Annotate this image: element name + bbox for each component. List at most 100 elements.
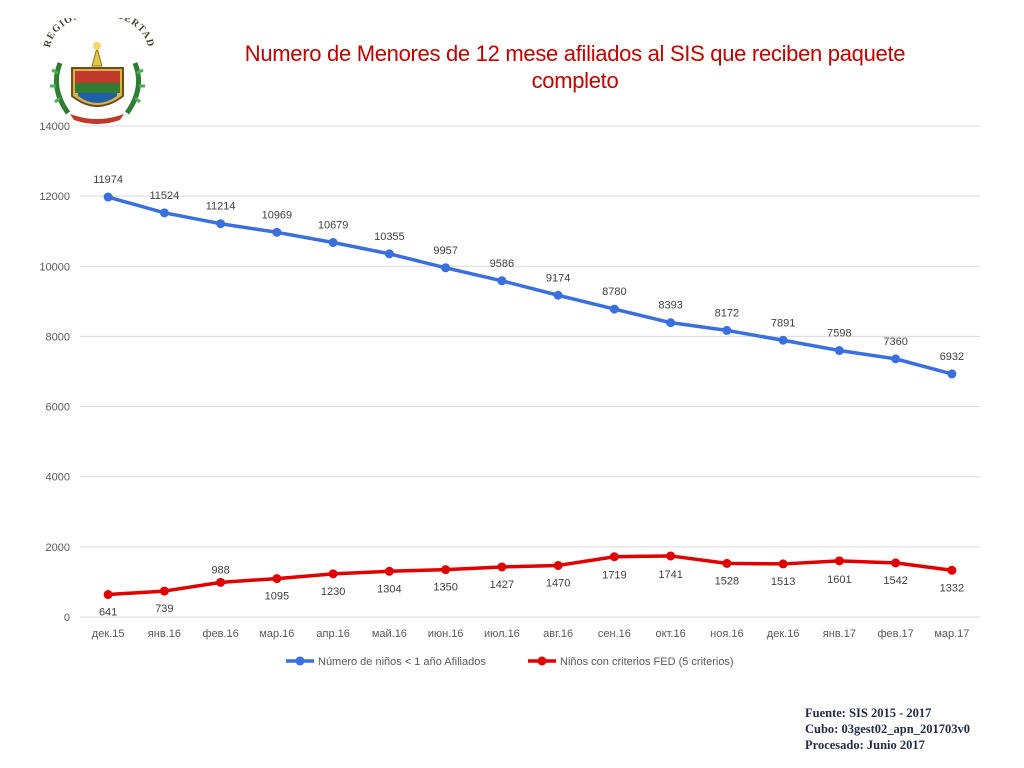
- data-label: 9586: [490, 258, 514, 270]
- y-tick-label: 2000: [46, 542, 70, 554]
- legend-item: Número de niños < 1 año Afiliados: [286, 656, 486, 668]
- series-line: [107, 195, 953, 376]
- data-point: [441, 263, 451, 273]
- legend-swatch-marker: [537, 656, 547, 666]
- legend-label: Número de niños < 1 año Afiliados: [318, 656, 486, 668]
- data-point: [666, 318, 676, 328]
- source-line-fuente: Fuente: SIS 2015 - 2017: [805, 706, 932, 720]
- y-tick-label: 8000: [46, 331, 70, 343]
- x-tick-label: дек.15: [92, 628, 125, 640]
- data-point: [103, 192, 113, 202]
- data-point: [384, 249, 394, 259]
- series-line: [108, 554, 953, 597]
- x-tick-label: июн.16: [428, 628, 464, 640]
- source-line-procesado: Procesado: Junio 2017: [805, 738, 925, 752]
- data-point: [778, 559, 788, 569]
- x-tick-label: мар.16: [259, 628, 294, 640]
- x-tick-label: апр.16: [316, 628, 349, 640]
- x-tick-label: фев.16: [202, 628, 238, 640]
- data-point: [722, 558, 732, 568]
- data-label: 739: [155, 603, 173, 615]
- data-point: [497, 562, 507, 572]
- data-label: 10355: [374, 231, 405, 243]
- data-point: [159, 208, 169, 218]
- data-point: [947, 369, 957, 379]
- data-point: [216, 577, 226, 587]
- x-tick-label: янв.17: [823, 628, 856, 640]
- data-label: 641: [99, 607, 117, 619]
- data-label: 1095: [265, 591, 289, 603]
- data-point: [384, 566, 394, 576]
- data-label: 8393: [658, 300, 682, 312]
- data-label: 11214: [206, 201, 236, 213]
- data-point: [553, 560, 563, 570]
- x-tick-label: дек.16: [767, 628, 800, 640]
- data-label: 11974: [93, 174, 123, 186]
- data-point: [609, 552, 619, 562]
- y-tick-label: 14000: [39, 121, 70, 133]
- data-label: 1601: [827, 574, 851, 586]
- data-point: [891, 558, 901, 568]
- legend-label: Niños con criterios FED (5 criterios): [560, 656, 734, 668]
- x-tick-label: фев.17: [877, 628, 913, 640]
- data-label: 9174: [546, 272, 570, 284]
- data-point: [722, 325, 732, 335]
- data-label: 8172: [715, 307, 739, 319]
- source-note: Fuente: SIS 2015 - 2017 Cubo: 03gest02_a…: [805, 705, 970, 753]
- y-tick-label: 6000: [46, 402, 70, 414]
- data-label: 1719: [602, 570, 626, 582]
- y-tick-label: 4000: [46, 472, 70, 484]
- data-label: 1513: [771, 576, 795, 588]
- data-point: [272, 574, 282, 584]
- data-point: [834, 556, 844, 566]
- x-tick-label: мар.17: [934, 628, 969, 640]
- data-point: [328, 237, 338, 247]
- data-point: [216, 219, 226, 229]
- data-label: 11524: [149, 190, 179, 202]
- data-label: 988: [211, 564, 229, 576]
- legend-item: Niños con criterios FED (5 criterios): [528, 656, 734, 668]
- data-labels: 11974 11524 11214 10969 10679 10355 9957 9586 91…: [93, 174, 964, 618]
- data-label: 1230: [321, 586, 345, 598]
- data-point: [609, 304, 619, 314]
- data-label: 1332: [940, 582, 964, 594]
- data-point: [497, 276, 507, 286]
- data-label: 1304: [377, 583, 401, 595]
- data-label: 7360: [883, 336, 907, 348]
- x-tick-label: июл.16: [484, 628, 520, 640]
- data-point: [553, 290, 563, 300]
- data-point: [272, 227, 282, 237]
- data-point: [159, 586, 169, 596]
- data-label: 7598: [827, 328, 851, 340]
- data-label: 10969: [262, 209, 293, 221]
- data-label: 1350: [433, 582, 457, 594]
- data-label: 8780: [602, 286, 626, 298]
- y-tick-label: 10000: [39, 261, 70, 273]
- data-label: 1542: [883, 575, 907, 587]
- data-point: [103, 590, 113, 600]
- data-point: [666, 551, 676, 561]
- data-point: [328, 569, 338, 579]
- x-tick-label: май.16: [372, 628, 407, 640]
- x-axis-ticks: дек.15 янв.16 фев.16 мар.16 апр.16 май.16 июн.…: [92, 628, 970, 640]
- x-tick-label: окт.16: [656, 628, 686, 640]
- data-label: 1427: [490, 579, 514, 591]
- y-tick-label: 12000: [39, 191, 70, 203]
- data-point: [947, 565, 957, 575]
- y-axis-ticks: 0 2000 4000 6000 8000 10000 12000 14000: [39, 121, 70, 624]
- data-point: [891, 354, 901, 364]
- data-label: 1741: [658, 569, 682, 581]
- data-label: 1528: [715, 575, 739, 587]
- legend-swatch-marker: [295, 656, 305, 666]
- page-title: Numero de Menores de 12 mese afiliados a…: [244, 41, 906, 93]
- chart-legend: Número de niños < 1 año Afiliados Niños c…: [286, 656, 734, 668]
- series-lines: [103, 192, 957, 600]
- x-tick-label: ноя.16: [710, 628, 743, 640]
- data-point: [441, 565, 451, 575]
- region-crest-logo: REGIÓN LA LIBERTAD: [42, 18, 155, 124]
- source-line-cubo: Cubo: 03gest02_apn_201703v0: [805, 722, 970, 736]
- data-label: 10679: [318, 219, 349, 231]
- data-label: 7891: [771, 317, 795, 329]
- data-label: 9957: [433, 245, 457, 257]
- x-tick-label: янв.16: [148, 628, 181, 640]
